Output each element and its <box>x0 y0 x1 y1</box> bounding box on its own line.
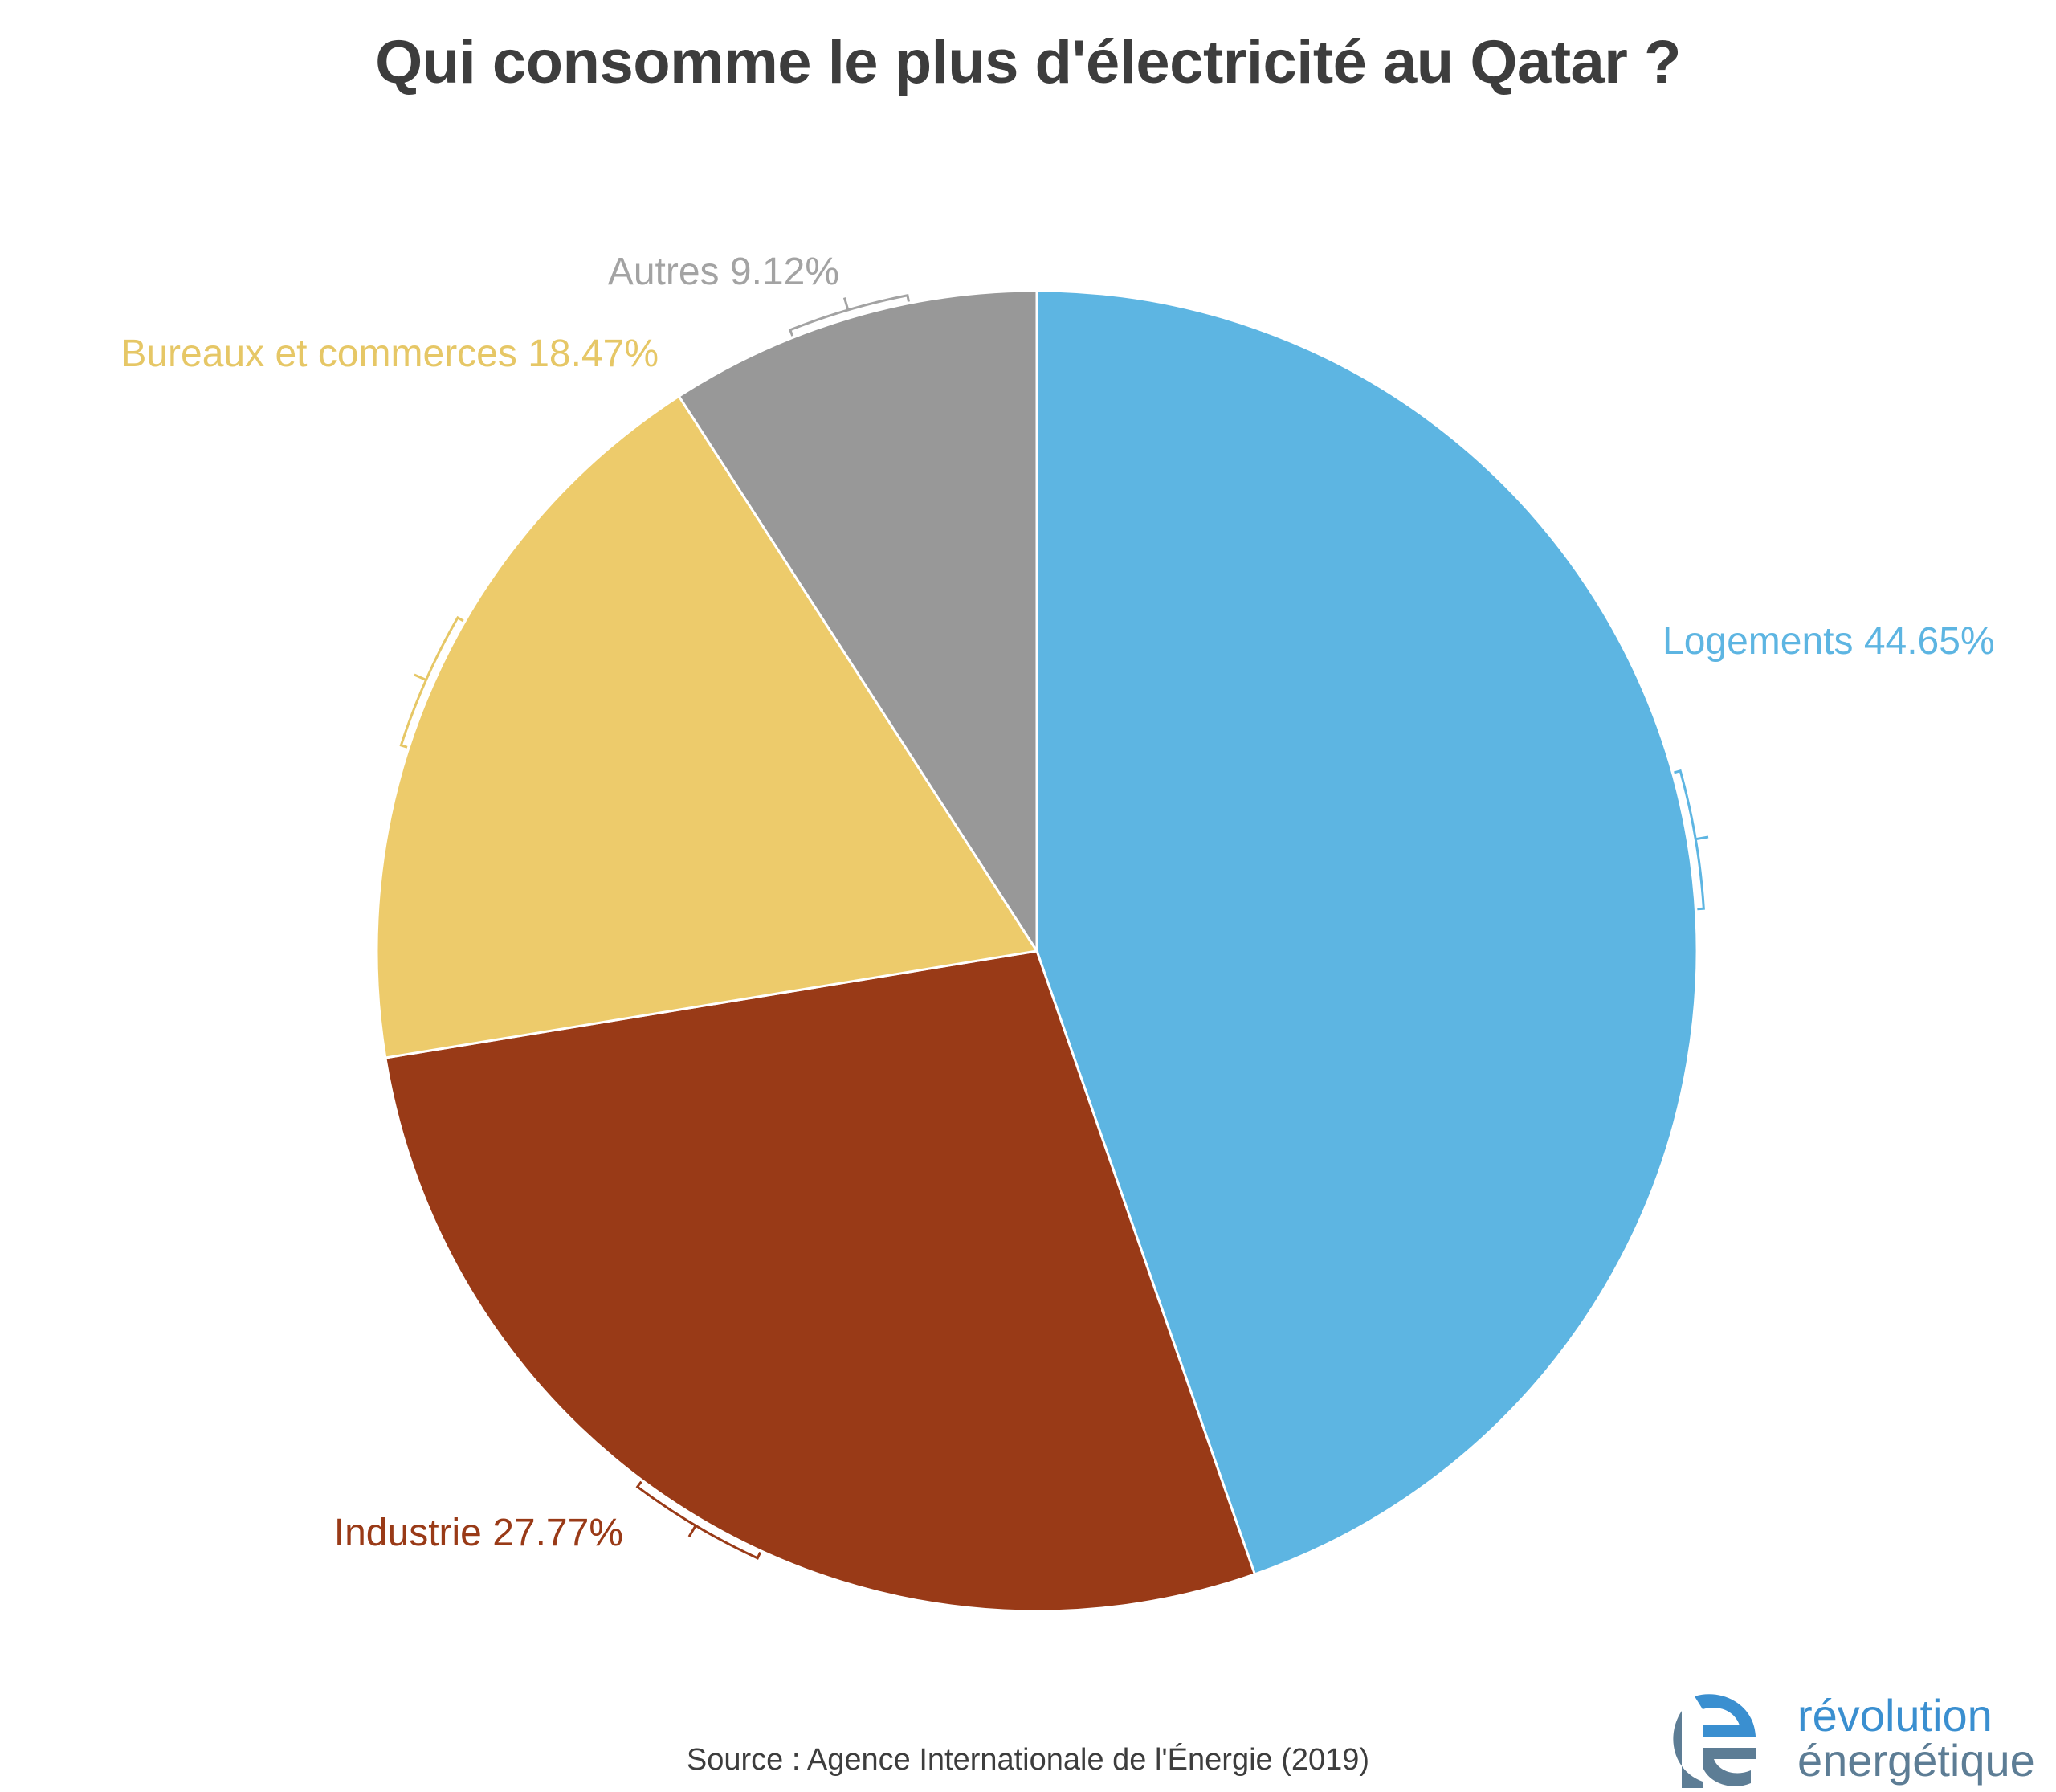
brand-e-icon <box>1673 1694 1756 1788</box>
slice-label-bureaux-et-commerces: Bureaux et commerces 18.47% <box>120 333 659 375</box>
label-leaders <box>399 293 1709 1560</box>
pie-slice-autres <box>677 289 1038 956</box>
label-leader-logements <box>1674 769 1709 911</box>
source-note: Source : Agence Internationale de l'Éner… <box>686 1743 1370 1777</box>
pie-slices <box>375 289 1699 1613</box>
pie-slice-industrie <box>384 949 1257 1613</box>
chart-title: Qui consomme le plus d'électricité au Qa… <box>375 28 1681 96</box>
brand-name-line2: énergétique <box>1797 1735 2035 1786</box>
brand-name-line1: révolution <box>1797 1690 1993 1741</box>
label-leader-industrie <box>635 1480 761 1560</box>
pie-slice-bureaux-et-commerces <box>375 394 1039 1059</box>
slice-labels: Logements 44.65% Industrie 27.77% Bureaux … <box>120 251 1994 1554</box>
label-leader-bureaux-et-commerces <box>399 615 464 749</box>
pie-slice-logements <box>1035 289 1699 1576</box>
label-leader-autres <box>788 293 910 337</box>
slice-label-logements: Logements 44.65% <box>1662 620 1995 663</box>
slice-label-autres: Autres 9.12% <box>608 251 839 293</box>
slice-label-industrie: Industrie 27.77% <box>334 1512 623 1554</box>
brand-logo: révolution énergétique <box>1670 1693 2048 1788</box>
